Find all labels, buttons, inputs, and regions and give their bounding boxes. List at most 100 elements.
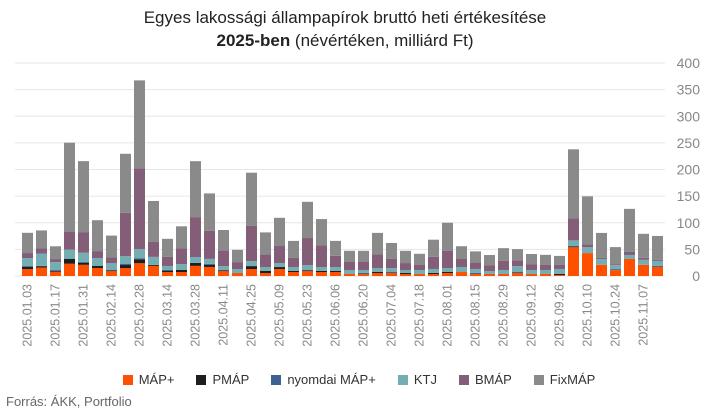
bar-segment-KTJ bbox=[288, 267, 299, 271]
bar-segment-FixMÁP bbox=[106, 235, 117, 258]
x-tick-label: 2025.10.24 bbox=[609, 284, 623, 347]
bar-segment-nyomdai MÁP+ bbox=[512, 272, 523, 274]
bar-segment-nyomdai MÁP+ bbox=[78, 261, 89, 263]
bar-segment-KTJ bbox=[554, 268, 565, 274]
bar-segment-FixMÁP bbox=[638, 233, 649, 258]
bar-segment-nyomdai MÁP+ bbox=[162, 269, 173, 271]
bar-segment-MÁP+ bbox=[22, 269, 33, 276]
bar-segment-BMÁP bbox=[218, 250, 229, 267]
bar-segment-KTJ bbox=[540, 269, 551, 274]
title-unit: (névértéken, milliárd Ft) bbox=[290, 31, 474, 50]
bar-segment-FixMÁP bbox=[22, 232, 33, 254]
x-tick-label: 2025.05.23 bbox=[301, 284, 315, 347]
bar-segment-BMÁP bbox=[470, 262, 481, 269]
bar-segment-BMÁP bbox=[330, 255, 341, 268]
bar-segment-nyomdai MÁP+ bbox=[134, 258, 145, 260]
x-tick-label: 2025.01.03 bbox=[21, 284, 35, 347]
bar-segment-MÁP+ bbox=[610, 270, 621, 276]
bar-stack bbox=[568, 149, 579, 276]
bar-segment-KTJ bbox=[78, 252, 89, 262]
bar-segment-BMÁP bbox=[232, 262, 243, 270]
bar-segment-KTJ bbox=[134, 249, 145, 259]
bar-segment-MÁP+ bbox=[176, 272, 187, 276]
legend-item: PMÁP bbox=[196, 372, 249, 387]
bar-stack bbox=[162, 238, 173, 276]
bar-segment-BMÁP bbox=[246, 225, 257, 262]
bar-segment-KTJ bbox=[106, 263, 117, 271]
bar-stack bbox=[120, 153, 131, 276]
bar-segment-KTJ bbox=[498, 269, 509, 274]
bar-stack bbox=[64, 142, 75, 276]
bar-segment-FixMÁP bbox=[36, 230, 47, 249]
bar-segment-MÁP+ bbox=[484, 273, 495, 276]
title-line-2: 2025-ben (névértéken, milliárd Ft) bbox=[0, 29, 690, 52]
bar-segment-FixMÁP bbox=[358, 250, 369, 262]
bar-segment-FixMÁP bbox=[176, 226, 187, 249]
y-tick-label: 0 bbox=[692, 268, 700, 284]
bar-stack bbox=[246, 172, 257, 276]
legend-label: MÁP+ bbox=[138, 372, 175, 387]
bar-segment-BMÁP bbox=[344, 261, 355, 270]
bar-segment-KTJ bbox=[232, 269, 243, 274]
bar-segment-FixMÁP bbox=[596, 232, 607, 258]
bar-stack bbox=[484, 255, 495, 276]
bar-segment-BMÁP bbox=[540, 264, 551, 270]
bar-segment-MÁP+ bbox=[106, 271, 117, 276]
bar-segment-FixMÁP bbox=[652, 235, 663, 260]
bar-segment-KTJ bbox=[330, 267, 341, 271]
bar-segment-MÁP+ bbox=[92, 268, 103, 276]
bar-segment-BMÁP bbox=[568, 218, 579, 241]
y-tick-label: 150 bbox=[677, 188, 701, 204]
bar-stack bbox=[106, 235, 117, 276]
y-tick-label: 400 bbox=[677, 55, 701, 71]
bar-stack bbox=[344, 250, 355, 276]
bar-segment-BMÁP bbox=[64, 231, 75, 250]
bar-segment-FixMÁP bbox=[540, 254, 551, 265]
bar-segment-KTJ bbox=[610, 265, 621, 270]
bar-segment-KTJ bbox=[120, 256, 131, 265]
legend-label: BMÁP bbox=[474, 372, 512, 387]
bar-segment-MÁP+ bbox=[302, 271, 313, 276]
bar-segment-PMÁP bbox=[442, 272, 453, 274]
bar-stack bbox=[652, 235, 663, 276]
bar-stack bbox=[582, 196, 593, 276]
bar-segment-MÁP+ bbox=[638, 264, 649, 276]
bar-segment-PMÁP bbox=[176, 269, 187, 273]
legend-swatch bbox=[533, 374, 544, 385]
bar-segment-FixMÁP bbox=[484, 255, 495, 266]
x-tick-label: 2025.08.01 bbox=[441, 284, 455, 347]
bar-segment-nyomdai MÁP+ bbox=[386, 272, 397, 274]
bar-segment-nyomdai MÁP+ bbox=[50, 270, 61, 271]
bar-segment-KTJ bbox=[190, 257, 201, 263]
bar-segment-MÁP+ bbox=[568, 247, 579, 276]
bar-segment-KTJ bbox=[50, 262, 61, 271]
bar-segment-PMÁP bbox=[134, 259, 145, 264]
bar-stack bbox=[498, 248, 509, 276]
bar-segment-KTJ bbox=[400, 269, 411, 273]
bar-stack bbox=[22, 232, 33, 276]
title-year: 2025-ben bbox=[216, 31, 291, 50]
bar-stack bbox=[372, 232, 383, 276]
bar-stack bbox=[148, 200, 159, 276]
bar-segment-MÁP+ bbox=[652, 266, 663, 276]
bar-stack bbox=[540, 254, 551, 276]
bar-segment-BMÁP bbox=[204, 230, 215, 259]
bar-segment-FixMÁP bbox=[568, 149, 579, 219]
bar-segment-FixMÁP bbox=[302, 201, 313, 239]
legend-label: PMÁP bbox=[212, 372, 250, 387]
bar-segment-FixMÁP bbox=[624, 208, 635, 252]
x-tick-label: 2025.11.07 bbox=[637, 284, 651, 346]
bar-segment-BMÁP bbox=[316, 245, 327, 268]
bar-segment-KTJ bbox=[652, 260, 663, 266]
bar-segment-KTJ bbox=[344, 269, 355, 274]
legend-label: nyomdai MÁP+ bbox=[287, 372, 376, 387]
bar-segment-BMÁP bbox=[148, 241, 159, 257]
bar-stack bbox=[288, 240, 299, 276]
bar-segment-PMÁP bbox=[78, 262, 89, 265]
bar-segment-MÁP+ bbox=[64, 263, 75, 276]
bar-stack bbox=[610, 247, 621, 276]
x-tick-label: 2025.05.09 bbox=[273, 284, 287, 347]
bar-segment-FixMÁP bbox=[414, 253, 425, 265]
x-tick-label: 2025.04.11 bbox=[217, 284, 231, 346]
x-tick-label: 2025.09.26 bbox=[553, 284, 567, 347]
